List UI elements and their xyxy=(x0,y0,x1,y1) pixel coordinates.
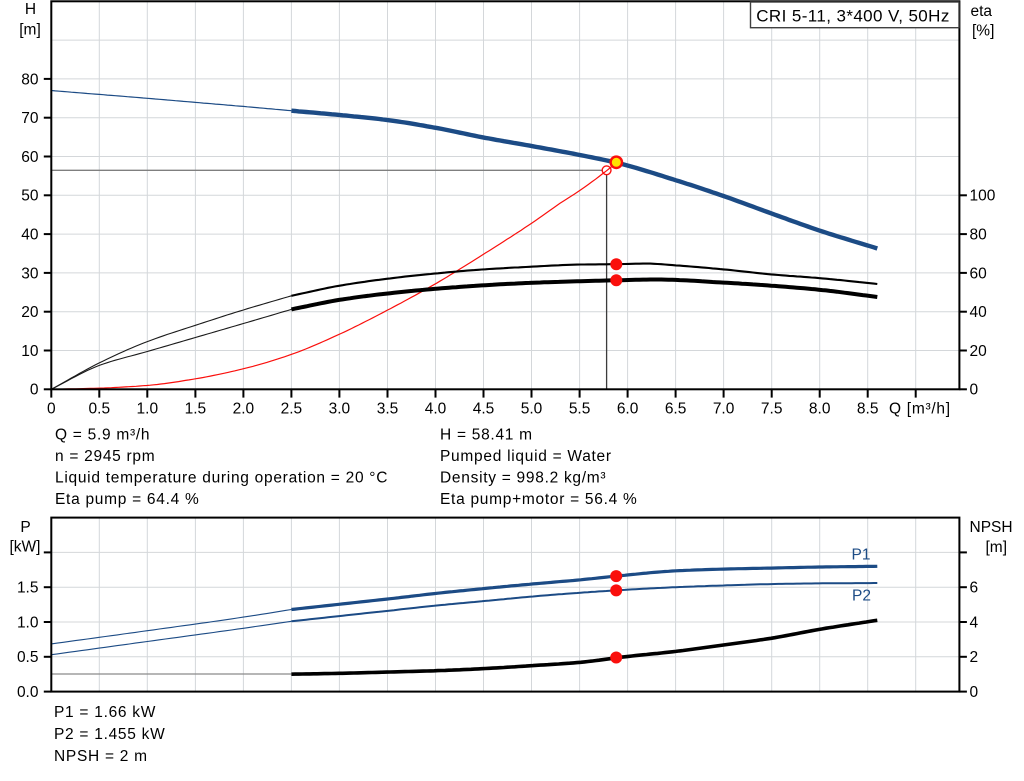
svg-text:0.0: 0.0 xyxy=(17,684,39,701)
svg-text:P2: P2 xyxy=(852,587,871,604)
svg-text:10: 10 xyxy=(21,343,39,360)
svg-text:Liquid temperature during oper: Liquid temperature during operation = 20… xyxy=(55,470,388,487)
svg-text:8.5: 8.5 xyxy=(857,401,879,418)
svg-text:P2 = 1.455 kW: P2 = 1.455 kW xyxy=(54,726,165,743)
svg-text:Q = 5.9 m³/h: Q = 5.9 m³/h xyxy=(55,427,150,444)
svg-text:3.5: 3.5 xyxy=(377,401,399,418)
svg-text:eta: eta xyxy=(971,3,993,20)
svg-text:Eta pump = 64.4 %: Eta pump = 64.4 % xyxy=(55,491,200,508)
svg-text:6: 6 xyxy=(970,580,979,597)
svg-text:20: 20 xyxy=(21,304,39,321)
svg-text:P: P xyxy=(20,519,30,536)
svg-text:[m]: [m] xyxy=(19,22,41,39)
svg-text:0: 0 xyxy=(47,401,56,418)
svg-text:CRI 5-11, 3*400 V, 50Hz: CRI 5-11, 3*400 V, 50Hz xyxy=(756,7,949,26)
svg-text:[%]: [%] xyxy=(972,22,994,39)
svg-text:NPSH: NPSH xyxy=(970,519,1013,536)
svg-text:1.0: 1.0 xyxy=(137,401,159,418)
svg-text:80: 80 xyxy=(21,71,39,88)
svg-text:60: 60 xyxy=(970,265,988,282)
svg-text:Density = 998.2 kg/m³: Density = 998.2 kg/m³ xyxy=(440,470,606,487)
svg-text:8.0: 8.0 xyxy=(809,401,831,418)
svg-text:7.0: 7.0 xyxy=(713,401,735,418)
svg-text:3.0: 3.0 xyxy=(329,401,351,418)
svg-text:1.5: 1.5 xyxy=(185,401,207,418)
svg-text:2: 2 xyxy=(970,649,979,666)
svg-text:H: H xyxy=(25,1,36,18)
svg-text:H = 58.41 m: H = 58.41 m xyxy=(440,427,533,444)
svg-text:1.5: 1.5 xyxy=(17,580,39,597)
svg-text:30: 30 xyxy=(21,265,39,282)
svg-text:6.5: 6.5 xyxy=(665,401,687,418)
svg-text:2.0: 2.0 xyxy=(233,401,255,418)
svg-text:40: 40 xyxy=(970,304,988,321)
svg-text:80: 80 xyxy=(970,227,988,244)
svg-text:60: 60 xyxy=(21,149,39,166)
svg-text:100: 100 xyxy=(970,188,996,205)
svg-text:Pumped liquid = Water: Pumped liquid = Water xyxy=(440,448,612,465)
svg-text:P1 = 1.66 kW: P1 = 1.66 kW xyxy=(54,704,156,721)
svg-text:0.5: 0.5 xyxy=(17,649,39,666)
svg-text:Eta pump+motor = 56.4 %: Eta pump+motor = 56.4 % xyxy=(440,491,638,508)
svg-text:4: 4 xyxy=(970,614,979,631)
svg-text:[m]: [m] xyxy=(986,539,1008,556)
svg-text:70: 70 xyxy=(21,110,39,127)
svg-text:0: 0 xyxy=(970,684,979,701)
svg-text:P1: P1 xyxy=(852,547,871,564)
svg-text:Q [m³/h]: Q [m³/h] xyxy=(889,401,951,418)
svg-text:20: 20 xyxy=(970,343,988,360)
svg-text:7.5: 7.5 xyxy=(761,401,783,418)
svg-text:5.5: 5.5 xyxy=(569,401,591,418)
svg-text:n = 2945 rpm: n = 2945 rpm xyxy=(55,448,155,465)
svg-text:0.5: 0.5 xyxy=(89,401,111,418)
svg-text:0: 0 xyxy=(970,382,979,399)
svg-text:[kW]: [kW] xyxy=(10,538,41,555)
svg-text:1.0: 1.0 xyxy=(17,614,39,631)
svg-text:0: 0 xyxy=(30,382,39,399)
svg-text:5.0: 5.0 xyxy=(521,401,543,418)
svg-text:50: 50 xyxy=(21,188,39,205)
svg-text:4.5: 4.5 xyxy=(473,401,495,418)
svg-text:2.5: 2.5 xyxy=(281,401,303,418)
svg-text:4.0: 4.0 xyxy=(425,401,447,418)
svg-text:NPSH = 2 m: NPSH = 2 m xyxy=(54,748,148,765)
svg-text:6.0: 6.0 xyxy=(617,401,639,418)
svg-text:40: 40 xyxy=(21,227,39,244)
